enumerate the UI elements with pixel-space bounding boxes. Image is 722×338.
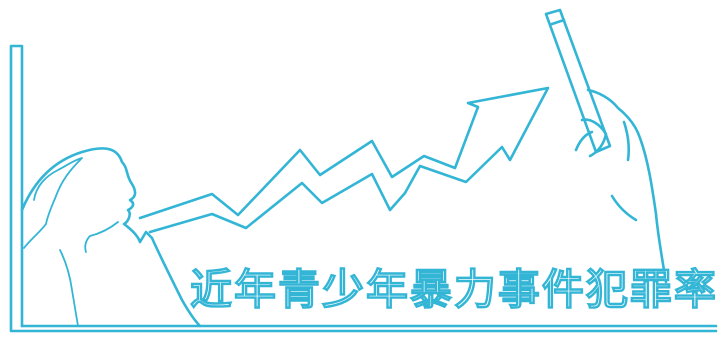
caption-char: 近 bbox=[189, 265, 233, 314]
caption-char: 年 bbox=[365, 265, 409, 314]
caption-char: 年 bbox=[233, 265, 277, 314]
caption-char: 犯 bbox=[585, 265, 629, 314]
frame-vertical-post bbox=[9, 44, 24, 332]
caption-char: 力 bbox=[453, 265, 497, 314]
caption-char: 暴 bbox=[409, 265, 453, 314]
teen-neck bbox=[59, 249, 79, 327]
caption-char: 青 bbox=[277, 265, 321, 314]
chart-caption: 近 年 青 少 年 暴 力 事 件 犯 罪 率 bbox=[189, 258, 717, 322]
caption-char: 事 bbox=[497, 265, 541, 314]
marker-pen bbox=[544, 8, 612, 154]
teen-silhouette bbox=[20, 147, 202, 328]
caption-char: 件 bbox=[541, 265, 585, 314]
frame-baseline bbox=[9, 324, 718, 333]
caption-char: 率 bbox=[673, 265, 717, 314]
teen-hair bbox=[23, 157, 83, 249]
teen-jaw bbox=[84, 221, 119, 253]
drawing-hand bbox=[574, 88, 668, 284]
caption-char: 罪 bbox=[629, 265, 673, 314]
rising-trend-arrow bbox=[138, 86, 550, 234]
caption-char: 少 bbox=[321, 265, 365, 314]
